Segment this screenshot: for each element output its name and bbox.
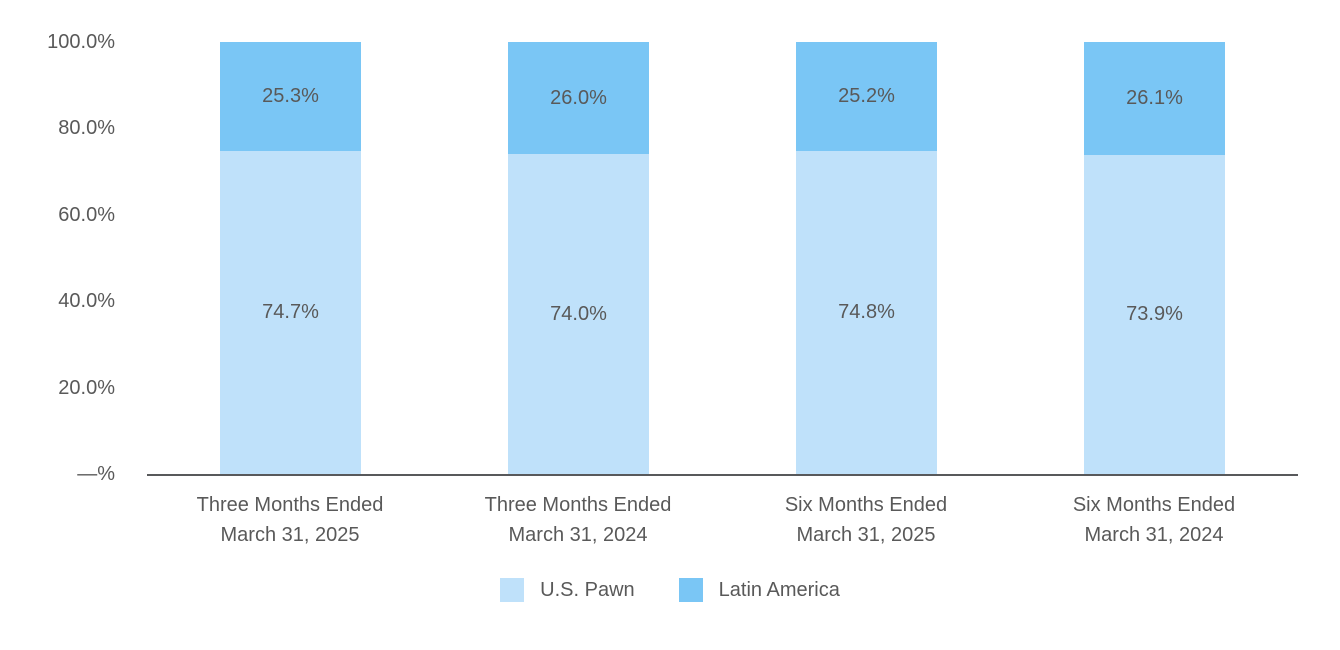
legend-swatch — [678, 578, 703, 602]
x-category-line: March 31, 2024 — [1084, 524, 1224, 546]
bar-3: 25.2% 74.8% — [796, 42, 937, 474]
x-category-label: Three Months Ended March 31, 2024 — [434, 490, 722, 550]
bar-value-label: 73.9% — [1126, 302, 1183, 325]
bar-segment-us-pawn: 73.9% — [1084, 154, 1225, 474]
x-category-line: March 31, 2024 — [508, 524, 648, 546]
bar-segment-latin-america: 25.2% — [796, 42, 937, 151]
bar-segment-latin-america: 26.1% — [1084, 42, 1225, 155]
bar-value-label: 26.1% — [1126, 86, 1183, 109]
y-axis: —% 20.0% 40.0% 60.0% 80.0% 100.0% — [0, 31, 115, 485]
x-category-line: March 31, 2025 — [220, 524, 360, 546]
bar-segment-us-pawn: 74.7% — [220, 151, 361, 474]
bar-segment-latin-america: 26.0% — [508, 42, 649, 155]
bar-4: 26.1% 73.9% — [1084, 42, 1225, 474]
y-tick-label: 20.0% — [58, 376, 115, 399]
x-category-line: March 31, 2025 — [796, 524, 936, 546]
y-tick-label: 100.0% — [47, 31, 115, 53]
bar-segment-latin-america: 25.3% — [220, 42, 361, 152]
bar-segment-us-pawn: 74.8% — [796, 150, 937, 474]
legend-swatch — [500, 578, 525, 602]
bar-value-label: 25.2% — [838, 84, 895, 107]
bar-segment-us-pawn: 74.0% — [508, 154, 649, 474]
y-tick-label: 80.0% — [58, 117, 115, 140]
x-category-label: Three Months Ended March 31, 2025 — [146, 490, 434, 550]
legend-label: U.S. Pawn — [540, 578, 635, 601]
bar-value-label: 25.3% — [262, 85, 319, 108]
y-tick-label: —% — [77, 463, 115, 485]
bar-value-label: 74.8% — [838, 300, 895, 323]
bar-value-label: 74.0% — [550, 302, 607, 325]
legend-item: Latin America — [678, 578, 840, 602]
x-category-line: Six Months Ended — [784, 494, 948, 516]
x-category-line: Three Months Ended — [196, 494, 384, 516]
legend-label: Latin America — [718, 578, 840, 601]
x-category-line: Six Months Ended — [1072, 494, 1236, 516]
y-tick-label: 60.0% — [58, 203, 115, 226]
plot-area: 25.3% 74.7% 26.0% 74.0% 25.2% 74.8% 26.1% 73.9% — [147, 42, 1298, 476]
x-category-label: Six Months Ended March 31, 2024 — [1010, 490, 1298, 550]
bar-2: 26.0% 74.0% — [508, 42, 649, 474]
x-category-line: Three Months Ended — [484, 494, 672, 516]
bar-1: 25.3% 74.7% — [220, 42, 361, 474]
x-axis: Three Months Ended March 31, 2025 Three Mo… — [147, 490, 1298, 560]
y-tick-label: 40.0% — [58, 290, 115, 313]
legend-item: U.S. Pawn — [500, 578, 635, 602]
bar-value-label: 26.0% — [550, 86, 607, 109]
legend: U.S. Pawn Latin America — [0, 576, 1340, 604]
x-category-label: Six Months Ended March 31, 2025 — [722, 490, 1010, 550]
bar-value-label: 74.7% — [262, 301, 319, 324]
